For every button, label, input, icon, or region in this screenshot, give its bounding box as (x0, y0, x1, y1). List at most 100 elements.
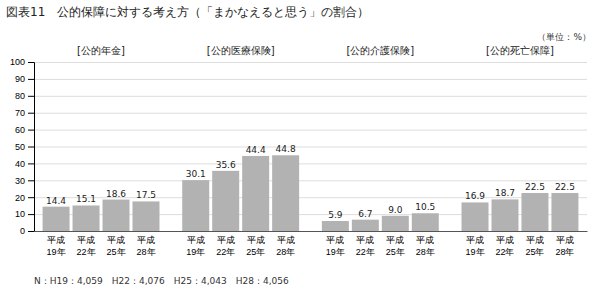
x-tick: 平成19年 (466, 235, 485, 257)
value-label: 18.6 (106, 189, 126, 199)
value-label: 15.1 (76, 194, 96, 204)
y-tick-mark (28, 214, 34, 215)
x-tick-label-line: 平成 (187, 235, 205, 245)
x-tick-label-line: 28年 (136, 247, 155, 257)
x-tick-label: 平成 22年 (495, 235, 514, 257)
x-tick-label-line: 19年 (47, 247, 66, 257)
x-tick-label-line: 平成 (107, 235, 125, 245)
x-tick-label-line: 19年 (326, 247, 345, 257)
x-tick-label-line: 22年 (356, 247, 375, 257)
x-tick-label: 平成19年 (186, 235, 205, 257)
group-label: [公的年金] (77, 45, 125, 56)
plot: 010203040506070809010014.415.118.617.530… (10, 45, 588, 257)
value-label: 17.5 (136, 190, 156, 200)
x-tick-label: 平成 25年 (107, 235, 126, 257)
x-tick-label-line: 平成 (496, 235, 514, 245)
y-tick-label: 80 (15, 91, 25, 101)
footnote: N：H19：4,059 H22：4,076 H25：4,043 H28：4,05… (34, 276, 289, 286)
y-tick-mark (28, 180, 34, 181)
value-label: 30.1 (186, 169, 206, 179)
y-tick: 40 (15, 159, 34, 169)
group-label: [公的医療保険] (207, 45, 275, 56)
x-tick-label-line: 平成 (556, 235, 574, 245)
x-axis-group: 平成19年平成22年平成25年平成28年 (326, 235, 435, 257)
bar (322, 221, 349, 231)
bar (382, 216, 409, 231)
value-label: 14.4 (46, 196, 66, 206)
y-tick-mark (28, 113, 34, 114)
bar (352, 220, 379, 231)
bar (491, 199, 518, 231)
x-tick-label: 平成19年 (466, 235, 485, 257)
x-tick-label-line: 平成 (277, 235, 295, 245)
grid-tick (34, 62, 587, 63)
y-tick: 60 (15, 125, 34, 135)
grid (34, 63, 587, 232)
x-axis-line (35, 231, 588, 232)
y-tick-mark (28, 147, 34, 148)
y-tick-label: 50 (15, 142, 25, 152)
value-label: 5.9 (328, 210, 343, 220)
grid-line (34, 231, 587, 232)
bar (43, 207, 70, 231)
x-tick-label-line: 28年 (416, 247, 435, 257)
bar (182, 180, 209, 231)
x-axis-group: 平成19年平成22年平成25年平成28年 (466, 235, 575, 257)
grid-tick (34, 163, 587, 164)
x-tick-label-line: 25年 (386, 247, 405, 257)
grid-line (34, 180, 587, 181)
x-tick-label-line: 19年 (466, 247, 485, 257)
x-axis (35, 231, 588, 232)
x-tick: 平成22年 (216, 235, 235, 257)
y-tick-label: 70 (15, 108, 25, 118)
y-tick-mark (28, 197, 34, 198)
x-tick-label-line: 22年 (495, 247, 514, 257)
value-label: 44.4 (246, 145, 266, 155)
x-tick-label-line: 平成 (526, 235, 544, 245)
y-tick: 50 (15, 142, 34, 152)
grid-line (34, 130, 587, 131)
x-tick-label: 平成28年 (276, 235, 295, 257)
bar (462, 202, 489, 231)
x-tick-label-line: 平成 (137, 235, 155, 245)
grid-tick (34, 231, 587, 232)
x-tick-label: 平成22年 (216, 235, 235, 257)
bar (212, 171, 239, 231)
x-tick-label-line: 28年 (555, 247, 574, 257)
x-tick: 平成 28年 (555, 235, 574, 257)
x-axis-group: 平成19年平成22年平成25年平成28年 (47, 235, 156, 257)
y-tick-mark (28, 96, 34, 97)
grid-tick (34, 113, 587, 114)
y-tick: 0 (20, 226, 34, 236)
y-tick: 70 (15, 108, 34, 118)
y-tick: 20 (15, 193, 34, 203)
value-labels: 14.415.118.617.530.135.644.444.85.96.79.… (46, 144, 575, 220)
bar (412, 213, 439, 231)
value-label: 22.5 (555, 182, 575, 192)
x-tick: 平成22年 (356, 235, 375, 257)
grid-line (34, 147, 587, 148)
grid-line (34, 96, 587, 97)
y-tick: 80 (15, 91, 34, 101)
y-tick-mark (28, 62, 34, 63)
grid-line (34, 62, 587, 63)
y-tick: 10 (15, 209, 34, 219)
x-tick: 平成 28年 (136, 235, 155, 257)
value-label: 22.5 (525, 182, 545, 192)
value-label: 9.0 (388, 205, 403, 215)
value-label: 35.6 (216, 160, 236, 170)
x-tick: 平成25年 (525, 235, 544, 257)
x-tick: 平成 22年 (495, 235, 514, 257)
x-tick-label-line: 25年 (107, 247, 126, 257)
x-tick: 平成25年 (246, 235, 265, 257)
x-tick: 平成28年 (276, 235, 295, 257)
chart: 図表11 公的保障に対する考え方（「まかなえると思う」の割合）（単位：%）N：H… (0, 0, 595, 289)
x-tick-label-line: 平成 (77, 235, 95, 245)
x-tick-label-line: 平成 (217, 235, 235, 245)
y-axis-line (28, 63, 35, 232)
bar (551, 193, 578, 231)
x-tick: 平成19年 (326, 235, 345, 257)
bar (73, 205, 100, 231)
x-tick-label-line: 平成 (247, 235, 265, 245)
y-tick-label: 20 (15, 193, 25, 203)
